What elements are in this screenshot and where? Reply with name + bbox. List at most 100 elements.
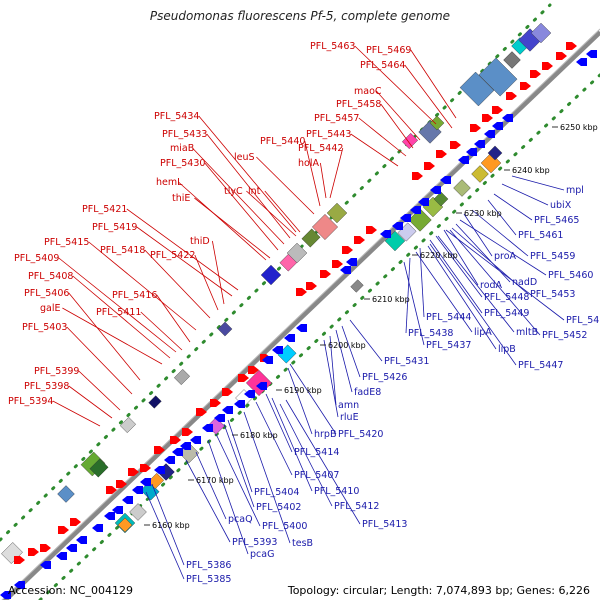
forward-leader-line	[66, 326, 133, 395]
forward-gene-arrow	[412, 172, 423, 180]
reverse-gene-arrow	[410, 206, 421, 214]
forward-leader-line	[194, 197, 271, 259]
forward-leader-line	[410, 49, 457, 119]
reverse-gene-arrow	[262, 356, 273, 364]
reverse-leader-line	[487, 199, 517, 236]
reverse-leader-line	[471, 209, 529, 257]
forward-gene-label: thiE	[172, 193, 190, 204]
reverse-gene-label: PFL_5453	[530, 289, 575, 300]
feature-block	[286, 242, 308, 264]
reverse-gene-label: amn	[338, 400, 359, 411]
forward-leader-line	[198, 115, 297, 233]
reverse-gene-label: PFL_5400	[262, 521, 307, 532]
forward-leader-line	[212, 240, 225, 305]
forward-gene-label: PFL_5421	[82, 204, 127, 215]
reverse-gene-arrow	[132, 486, 143, 494]
forward-leader-line	[304, 140, 321, 207]
reverse-gene-label: PFL_5454	[566, 315, 600, 326]
forward-gene-arrow	[492, 106, 503, 114]
reverse-leader-line	[449, 229, 541, 336]
forward-leader-line	[156, 294, 191, 343]
forward-leader-line	[350, 133, 399, 167]
feature-block	[429, 115, 445, 131]
feature-block	[260, 264, 282, 286]
forward-gene-arrow	[28, 548, 39, 556]
feature-block	[119, 416, 137, 434]
forward-gene-arrow	[170, 436, 181, 444]
reverse-gene-label: PFL_5426	[362, 372, 407, 383]
reverse-gene-label: mltB	[516, 327, 538, 338]
reverse-gene-label: fadE8	[354, 387, 381, 398]
reverse-gene-label: PFL_5386	[186, 560, 231, 571]
reverse-leader-line	[511, 175, 565, 191]
forward-gene-label: leuS	[234, 152, 255, 163]
reverse-gene-arrow	[340, 266, 351, 274]
forward-leader-line	[72, 275, 171, 359]
forward-gene-label: PFL_5469	[366, 45, 411, 56]
forward-gene-label: hemL	[156, 177, 183, 188]
reverse-leader-line	[419, 247, 425, 318]
forward-leader-line	[58, 257, 177, 353]
reverse-gene-label: rodA	[480, 280, 503, 291]
tick-label: 6220 kbp	[420, 251, 458, 260]
reverse-leader-line	[255, 401, 293, 476]
tick-label: 6190 kbp	[284, 386, 322, 395]
reverse-gene-label: hrpB	[314, 429, 336, 440]
reverse-gene-arrow	[430, 186, 441, 194]
reverse-gene-arrow	[234, 400, 245, 408]
forward-gene-label: PFL_5457	[314, 113, 359, 124]
reverse-gene-arrow	[180, 442, 191, 450]
reverse-gene-arrow	[492, 122, 503, 130]
label-leader-lines	[52, 45, 565, 580]
reverse-gene-label: PFL_5413	[362, 519, 407, 530]
reverse-gene-label: PFL_5393	[232, 537, 277, 548]
reverse-gene-label: mpl	[566, 185, 584, 196]
reverse-gene-arrow	[222, 406, 233, 414]
feature-block	[487, 145, 503, 161]
reverse-gene-label: PFL_5447	[518, 360, 563, 371]
reverse-leader-line	[435, 235, 483, 298]
reverse-leader-line	[279, 403, 333, 507]
forward-gene-arrow	[306, 282, 317, 290]
reverse-gene-arrow	[256, 382, 267, 390]
reverse-leader-line	[429, 243, 517, 366]
reverse-gene-arrow	[346, 258, 357, 266]
forward-leader-line	[256, 156, 315, 215]
reverse-gene-arrow	[466, 148, 477, 156]
map-title: Pseudomonas fluorescens Pf-5, complete g…	[149, 9, 451, 23]
reverse-gene-label: PFL_5444	[426, 312, 471, 323]
forward-gene-label: PFL_5399	[34, 366, 79, 377]
reverse-gene-arrow	[296, 324, 307, 332]
reverse-gene-label: PFL_5414	[294, 447, 339, 458]
reverse-gene-label: PFL_5460	[548, 270, 593, 281]
feature-block	[326, 202, 348, 224]
feature-block	[117, 517, 133, 533]
reverse-gene-label: rluE	[340, 412, 359, 423]
feature-block	[433, 191, 449, 207]
forward-leader-line	[264, 190, 301, 233]
feature-block	[478, 57, 518, 97]
feature-block	[503, 51, 521, 69]
feature-block	[57, 485, 75, 503]
tick-label: 6240 kbp	[512, 166, 550, 175]
forward-gene-label: PFL_5398	[24, 381, 69, 392]
forward-leader-line	[204, 162, 279, 251]
forward-leader-line	[404, 64, 453, 129]
reverse-gene-label: PFL_5420	[338, 429, 383, 440]
reverse-leader-line	[215, 433, 261, 527]
reverse-leader-line	[145, 491, 185, 580]
reverse-leader-line	[459, 219, 547, 276]
reverse-gene-label: PFL_5437	[426, 340, 471, 351]
forward-gene-label: PFL_5419	[92, 222, 137, 233]
forward-gene-label: PFL_5464	[360, 60, 405, 71]
feature-block	[89, 458, 109, 478]
reverse-leader-line	[207, 439, 249, 555]
reverse-gene-arrow	[66, 544, 77, 552]
forward-gene-arrow	[222, 388, 233, 396]
forward-leader-line	[206, 133, 291, 239]
feature-block	[148, 395, 162, 409]
feature-block	[173, 368, 191, 386]
reverse-gene-arrow	[576, 58, 587, 66]
